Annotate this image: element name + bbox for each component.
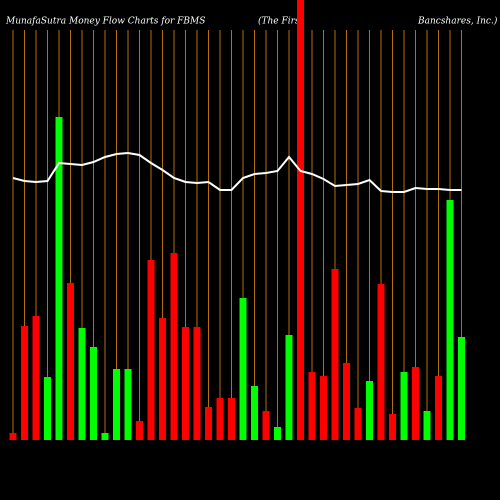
bar (159, 318, 166, 440)
bar (377, 284, 385, 440)
bar (331, 269, 339, 440)
bar (67, 283, 74, 440)
bar (400, 372, 408, 440)
bar (423, 411, 431, 440)
bar (343, 363, 350, 440)
bar (320, 376, 327, 440)
bar (228, 398, 235, 440)
bar (101, 433, 109, 440)
bar (389, 414, 396, 440)
bar (458, 337, 465, 440)
chart-title: MunafaSutra Money Flow Charts for FBMS (5, 17, 205, 27)
bar (446, 200, 454, 440)
bar (205, 407, 212, 440)
bar (251, 386, 258, 440)
bar (297, 0, 304, 440)
bar (113, 369, 120, 440)
bar (193, 327, 201, 440)
chart-title-part: Bancshares, Inc.) (417, 16, 498, 27)
bar (136, 421, 143, 440)
bar (170, 253, 178, 440)
bar (354, 408, 362, 440)
bar (147, 260, 155, 440)
bar (90, 347, 97, 440)
bar (216, 398, 224, 440)
bar (285, 335, 293, 440)
bar (308, 372, 316, 440)
bar (9, 433, 17, 440)
bar (124, 369, 132, 440)
bar (239, 298, 247, 440)
bar (366, 381, 373, 440)
bar (262, 411, 270, 440)
bar (55, 117, 63, 440)
money-flow-line (12, 151, 462, 193)
chart-title-part: (The First (258, 16, 304, 27)
bar (21, 326, 28, 440)
bar (78, 328, 86, 440)
bar (44, 377, 51, 440)
bar (32, 316, 40, 440)
bar (274, 427, 281, 440)
bar (182, 327, 189, 440)
bar (412, 367, 419, 440)
bar (435, 376, 442, 440)
